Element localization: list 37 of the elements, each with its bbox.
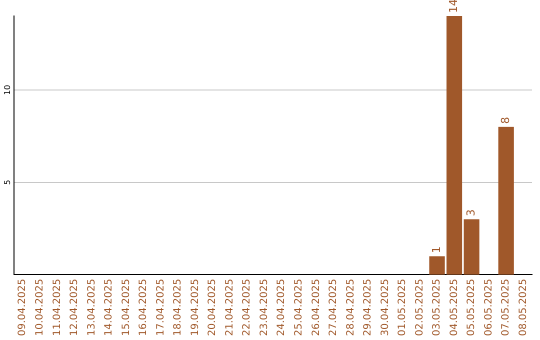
x-tick-label: 24.04.2025 — [276, 278, 288, 336]
x-tick-label: 19.04.2025 — [190, 278, 201, 336]
x-tick-label: 02.05.2025 — [414, 278, 426, 336]
x-tick-label: 27.04.2025 — [328, 278, 340, 336]
data-label: 3 — [464, 209, 478, 216]
x-tick-label: 12.04.2025 — [69, 278, 80, 336]
x-tick-label: 13.04.2025 — [86, 278, 98, 336]
y-tick-label: 5 — [3, 180, 12, 185]
x-tick-label: 25.04.2025 — [293, 278, 304, 336]
x-tick-label: 09.04.2025 — [17, 278, 28, 336]
bar — [498, 126, 514, 275]
x-tick-label: 07.05.2025 — [500, 278, 512, 336]
data-label: 1 — [430, 246, 443, 254]
x-tick-label: 18.04.2025 — [172, 278, 184, 336]
x-tick-label: 20.04.2025 — [207, 278, 218, 336]
x-tick-label: 06.05.2025 — [483, 278, 494, 336]
x-tick-label: 10.04.2025 — [34, 278, 46, 336]
x-tick-label: 04.05.2025 — [448, 278, 460, 336]
bar — [464, 219, 480, 275]
x-tick-label: 08.05.2025 — [518, 278, 529, 336]
y-tick-label: 10 — [3, 84, 12, 96]
x-tick-label: 14.04.2025 — [104, 278, 115, 336]
x-tick-label: 01.05.2025 — [397, 278, 408, 336]
x-tick-label: 11.04.2025 — [52, 278, 63, 336]
x-tick-label: 23.04.2025 — [258, 278, 270, 336]
x-tick-label: 05.05.2025 — [466, 278, 478, 336]
x-tick-label: 26.04.2025 — [310, 278, 322, 336]
x-tick-label: 29.04.2025 — [362, 278, 374, 336]
x-tick-label: 21.04.2025 — [224, 278, 236, 336]
x-tick-label: 17.04.2025 — [155, 278, 166, 336]
x-tick-label: 16.04.2025 — [138, 278, 150, 336]
x-tick-label: 22.04.2025 — [242, 278, 253, 336]
x-tick-label: 03.05.2025 — [432, 278, 443, 336]
x-tick-label: 15.04.2025 — [120, 278, 132, 336]
data-label: 8 — [498, 116, 512, 124]
x-tick-label: 28.04.2025 — [345, 278, 356, 336]
x-tick-label: 30.04.2025 — [380, 278, 391, 336]
